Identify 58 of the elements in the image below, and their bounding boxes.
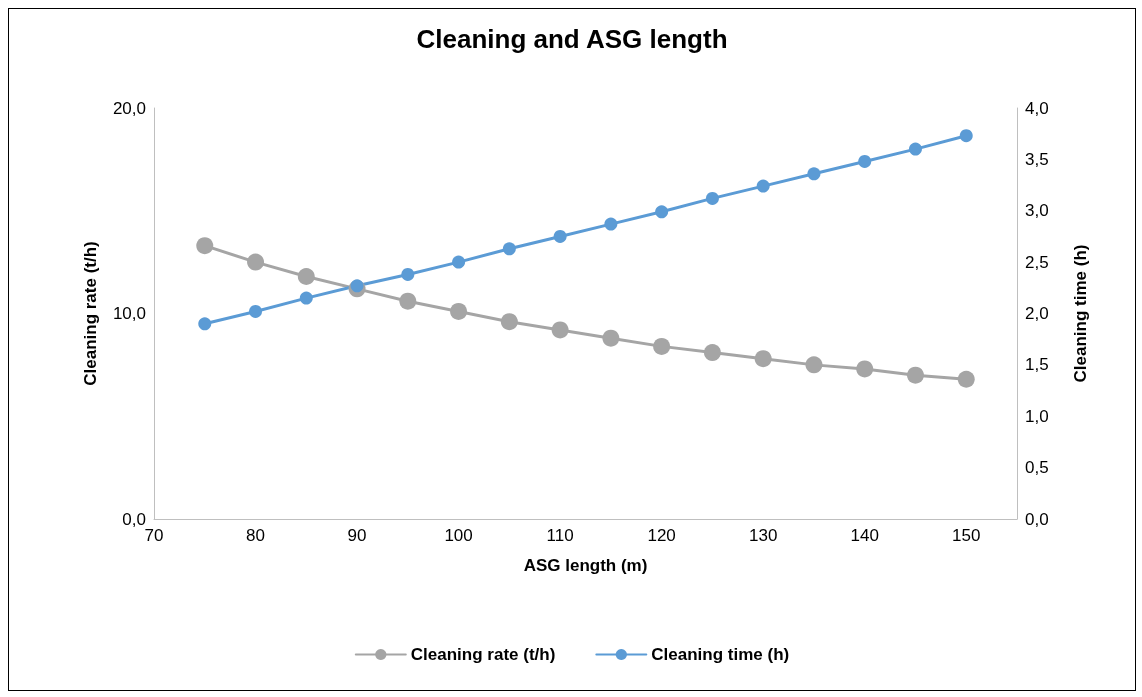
point xyxy=(805,356,823,374)
y-tick-label: 20,0 xyxy=(112,98,146,118)
point xyxy=(551,321,569,339)
point xyxy=(705,191,719,205)
x-tick-label: 120 xyxy=(647,526,676,545)
point xyxy=(655,205,669,219)
point xyxy=(500,313,518,331)
point xyxy=(450,302,468,320)
y2-tick-label: 3,5 xyxy=(1025,149,1049,169)
y2-axis-title: Cleaning time (h) xyxy=(1071,244,1090,383)
y2-tick-label: 2,5 xyxy=(1025,252,1049,272)
point xyxy=(858,154,872,168)
point xyxy=(247,253,265,271)
point xyxy=(249,304,263,318)
point xyxy=(906,366,924,384)
x-tick-label: 110 xyxy=(546,526,574,545)
x-tick-label: 130 xyxy=(748,526,778,545)
point xyxy=(653,337,671,355)
x-tick-label: 150 xyxy=(952,526,981,545)
x-tick-label: 70 xyxy=(144,526,164,545)
point xyxy=(452,255,466,269)
legend-label: Cleaning rate (t/h) xyxy=(410,645,556,664)
point xyxy=(198,317,212,331)
point xyxy=(399,292,417,310)
y-tick-label: 10,0 xyxy=(112,304,146,323)
x-tick-label: 140 xyxy=(850,526,879,545)
x-axis-title: ASG length (m) xyxy=(523,556,648,575)
y2-tick-label: 1,0 xyxy=(1025,406,1049,426)
x-tick-label: 100 xyxy=(444,526,473,545)
point xyxy=(502,242,516,256)
point xyxy=(756,179,770,193)
x-tick-label: 90 xyxy=(347,526,367,545)
point xyxy=(908,142,922,156)
x-tick-label: 80 xyxy=(246,526,265,545)
y2-tick-label: 1,5 xyxy=(1025,355,1049,375)
point xyxy=(350,279,364,293)
point xyxy=(602,329,620,347)
point xyxy=(604,217,618,231)
y2-tick-label: 0,0 xyxy=(1025,509,1049,529)
point xyxy=(553,229,567,243)
legend-label: Cleaning time (h) xyxy=(651,645,790,664)
point xyxy=(856,360,874,378)
y2-tick-label: 4,0 xyxy=(1025,98,1049,118)
point xyxy=(807,167,821,181)
point xyxy=(754,350,772,368)
point xyxy=(297,268,315,286)
chart-title: Cleaning and ASG length xyxy=(416,24,728,54)
point xyxy=(703,344,721,362)
y2-tick-label: 0,5 xyxy=(1025,458,1049,478)
y2-tick-label: 3,0 xyxy=(1025,201,1049,221)
y2-tick-label: 2,0 xyxy=(1025,304,1049,323)
point xyxy=(959,129,973,143)
point xyxy=(196,237,214,255)
point xyxy=(299,291,313,305)
y-axis-title: Cleaning rate (t/h) xyxy=(81,241,100,386)
point xyxy=(957,370,975,388)
y-tick-label: 0,0 xyxy=(122,509,146,529)
point xyxy=(401,267,415,281)
